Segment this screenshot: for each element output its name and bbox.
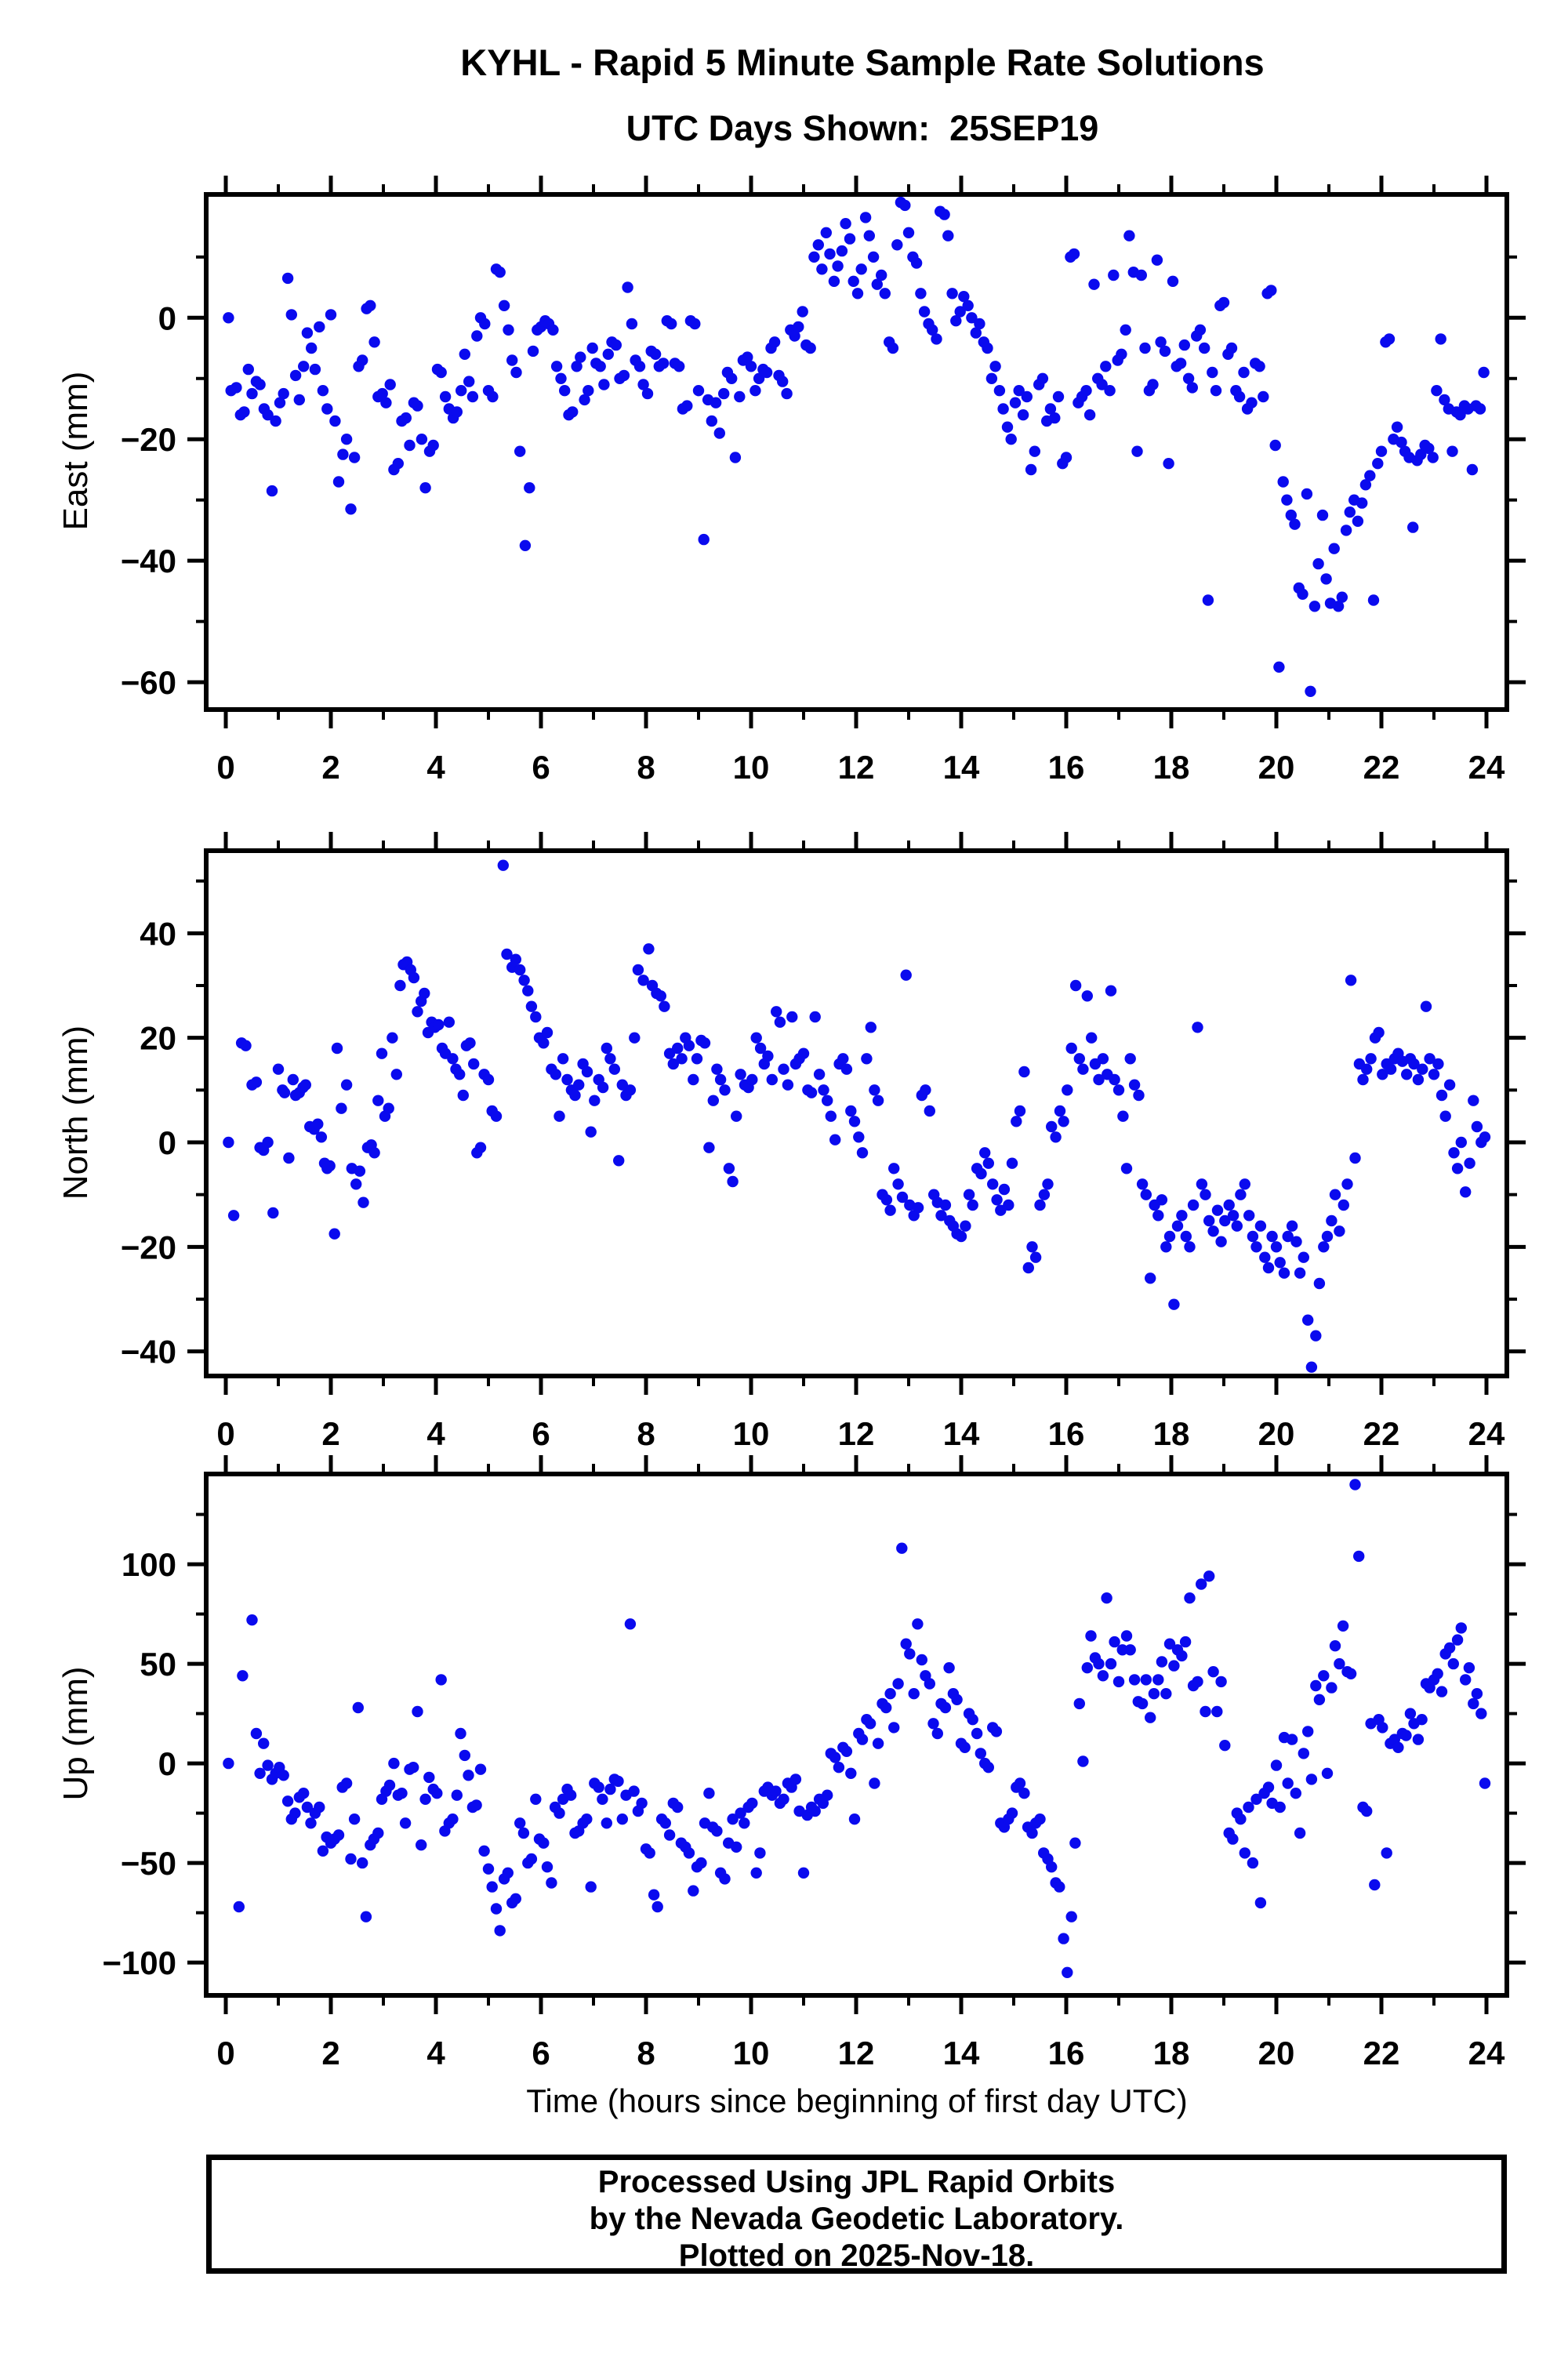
svg-text:−40: −40: [121, 543, 176, 579]
svg-text:0: 0: [158, 300, 176, 336]
svg-text:10: 10: [733, 749, 770, 786]
svg-text:20: 20: [1258, 749, 1295, 786]
svg-text:12: 12: [838, 749, 875, 786]
svg-text:0: 0: [158, 1124, 176, 1161]
svg-text:12: 12: [838, 2035, 875, 2071]
svg-text:20: 20: [1258, 2035, 1295, 2071]
svg-text:14: 14: [943, 1415, 980, 1452]
svg-text:2: 2: [321, 2035, 339, 2071]
svg-text:6: 6: [532, 2035, 550, 2071]
footer-text: Processed Using JPL Rapid Orbits by the …: [212, 2160, 1501, 2275]
svg-text:100: 100: [122, 1546, 176, 1583]
svg-text:22: 22: [1363, 749, 1400, 786]
svg-text:12: 12: [838, 1415, 875, 1452]
east-data-points: [223, 196, 1490, 697]
svg-text:16: 16: [1048, 1415, 1085, 1452]
svg-text:24: 24: [1468, 1415, 1505, 1452]
svg-text:10: 10: [733, 1415, 770, 1452]
svg-text:4: 4: [426, 2035, 445, 2071]
svg-text:8: 8: [637, 749, 655, 786]
svg-text:18: 18: [1153, 1415, 1190, 1452]
east-panel: 0 2 4 6 8 10 12 14 16 18 20 22 240−20−40−60: [121, 176, 1526, 786]
footer-line-3: Plotted on 2025-Nov-18.: [678, 2238, 1035, 2273]
north-data-points: [223, 859, 1491, 1373]
svg-text:6: 6: [532, 1415, 550, 1452]
svg-text:20: 20: [1258, 1415, 1295, 1452]
footer-line-2: by the Nevada Geodetic Laboratory.: [589, 2202, 1124, 2236]
svg-text:−40: −40: [121, 1334, 176, 1371]
svg-text:22: 22: [1363, 2035, 1400, 2071]
svg-text:0: 0: [216, 1415, 234, 1452]
svg-text:24: 24: [1468, 749, 1505, 786]
svg-text:10: 10: [733, 2035, 770, 2071]
page-title: KYHL - Rapid 5 Minute Sample Rate Soluti…: [460, 42, 1265, 83]
svg-text:24: 24: [1468, 2035, 1505, 2071]
svg-text:22: 22: [1363, 1415, 1400, 1452]
svg-text:50: 50: [140, 1646, 176, 1683]
svg-text:0: 0: [158, 1745, 176, 1782]
footer-line-1: Processed Using JPL Rapid Orbits: [597, 2165, 1116, 2199]
svg-text:2: 2: [321, 1415, 339, 1452]
svg-text:16: 16: [1048, 749, 1085, 786]
svg-text:4: 4: [426, 749, 445, 786]
x-axis-title: Time (hours since beginning of first day…: [526, 2082, 1188, 2119]
up-data-points: [223, 1479, 1491, 1978]
page-subtitle: UTC Days Shown: 25SEP19: [626, 108, 1099, 148]
svg-text:14: 14: [943, 749, 980, 786]
svg-text:−60: −60: [121, 664, 176, 701]
svg-text:2: 2: [321, 749, 339, 786]
svg-text:0: 0: [216, 2035, 234, 2071]
svg-text:8: 8: [637, 2035, 655, 2071]
svg-text:6: 6: [532, 749, 550, 786]
footer-box: Processed Using JPL Rapid Orbits by the …: [206, 2155, 1507, 2274]
svg-text:18: 18: [1153, 749, 1190, 786]
svg-text:−50: −50: [121, 1845, 176, 1882]
svg-text:14: 14: [943, 2035, 980, 2071]
svg-text:8: 8: [637, 1415, 655, 1452]
svg-text:−100: −100: [102, 1944, 176, 1981]
svg-text:−20: −20: [121, 421, 176, 458]
svg-text:16: 16: [1048, 2035, 1085, 2071]
svg-text:−20: −20: [121, 1229, 176, 1265]
svg-text:0: 0: [216, 749, 234, 786]
svg-text:18: 18: [1153, 2035, 1190, 2071]
svg-text:40: 40: [140, 915, 176, 952]
svg-text:4: 4: [426, 1415, 445, 1452]
svg-text:20: 20: [140, 1020, 176, 1057]
